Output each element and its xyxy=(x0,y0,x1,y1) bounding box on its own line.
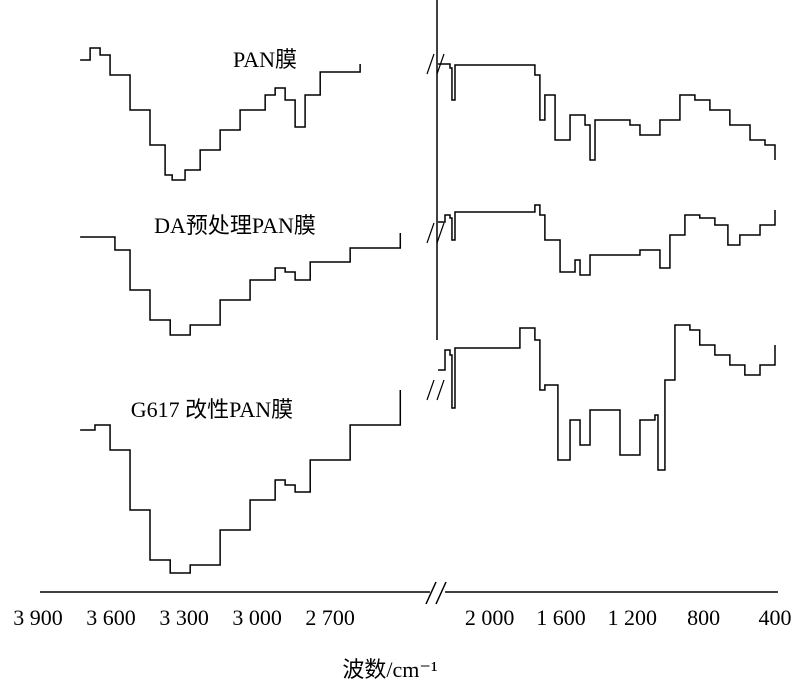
spectrum-line xyxy=(80,47,361,181)
line-break xyxy=(426,379,445,401)
series-label: DA预处理PAN膜 xyxy=(154,213,316,238)
x-tick-label: 2 700 xyxy=(305,605,355,630)
x-tick-label: 400 xyxy=(759,605,792,630)
spectrum-line xyxy=(438,63,776,161)
x-tick-label: 1 200 xyxy=(608,605,658,630)
series-label: G617 改性PAN膜 xyxy=(131,397,293,422)
series-label: PAN膜 xyxy=(233,47,297,72)
x-tick-label: 1 600 xyxy=(536,605,586,630)
x-tick-label: 2 000 xyxy=(465,605,515,630)
spectrum-line xyxy=(438,204,776,276)
x-tick-label: 800 xyxy=(687,605,720,630)
line-break xyxy=(426,53,445,75)
x-tick-label: 3 300 xyxy=(159,605,209,630)
x-tick-label: 3 900 xyxy=(13,605,63,630)
axis-break xyxy=(425,581,447,605)
spectrum-line xyxy=(80,233,402,336)
x-axis-label: 波数/cm⁻¹ xyxy=(342,657,437,682)
spectrum-line xyxy=(438,324,776,471)
spectrum-line xyxy=(80,390,402,574)
x-tick-label: 3 600 xyxy=(86,605,136,630)
x-tick-label: 3 000 xyxy=(232,605,282,630)
line-break xyxy=(426,222,445,244)
